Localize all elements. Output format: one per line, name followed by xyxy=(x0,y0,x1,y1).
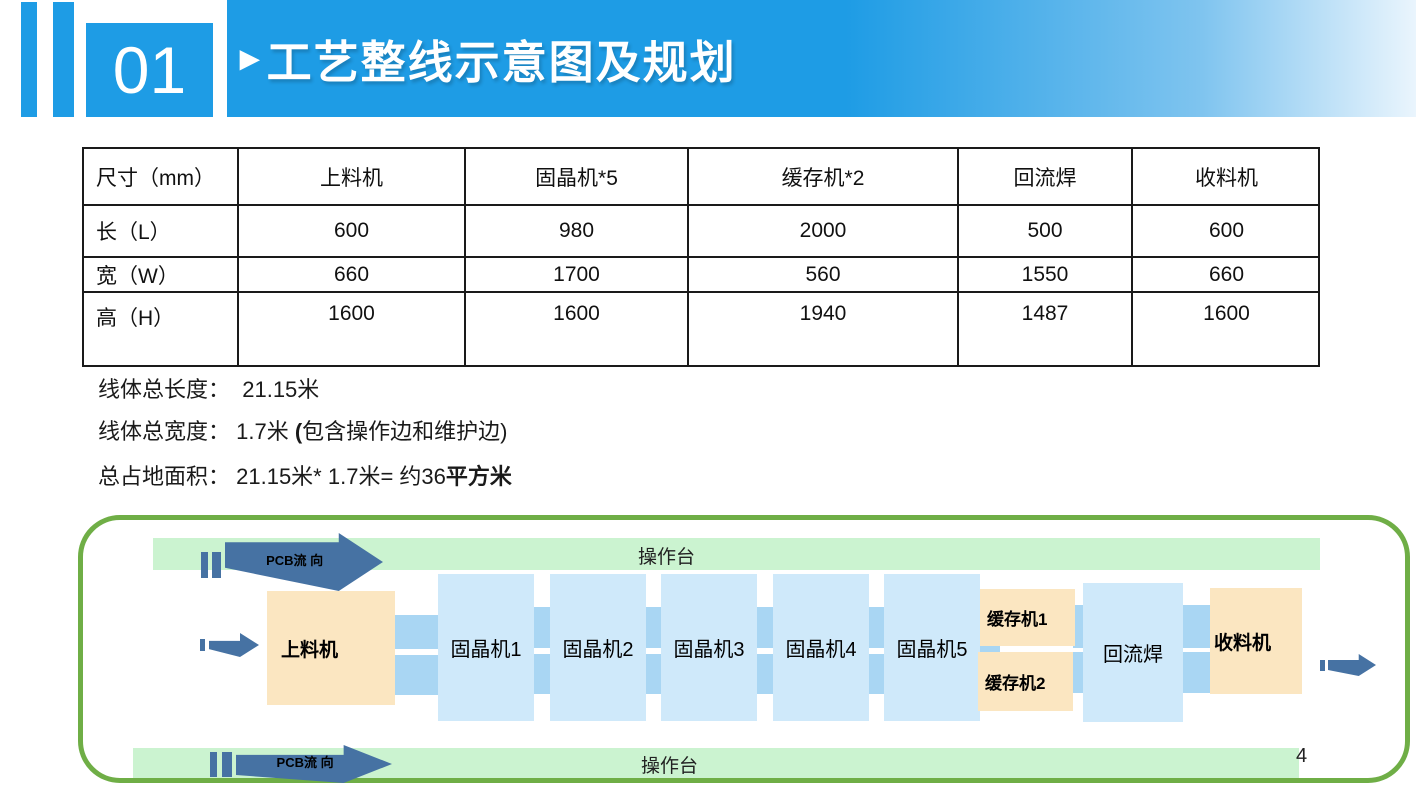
conveyor-connector xyxy=(869,607,884,648)
right-arrow-icon xyxy=(1328,654,1376,676)
table-header-cell: 尺寸（mm） xyxy=(84,149,239,206)
table-cell: 660 xyxy=(1133,258,1320,293)
conveyor-connector xyxy=(1183,652,1210,693)
table-row-label: 高（H） xyxy=(84,293,239,367)
dimensions-table: 尺寸（mm） 上料机 固晶机*5 缓存机*2 回流焊 收料机 长（L） 600 … xyxy=(82,147,1320,367)
header-accent-bar-2 xyxy=(53,2,74,117)
table-header-cell: 固晶机*5 xyxy=(466,149,689,206)
flow-bar-icon xyxy=(1320,659,1325,671)
conveyor-connector xyxy=(646,654,661,694)
machine-unloader: 收料机 xyxy=(1210,588,1302,694)
pcb-flow-arrow-top: PCB流 向 xyxy=(201,533,383,591)
machine-buffer-2: 缓存机2 xyxy=(978,652,1073,711)
line-layout-diagram: 操作台 操作台 PCB流 向 PCB流 向 xyxy=(78,515,1410,783)
title-arrow-icon: ► xyxy=(233,39,267,78)
pcb-flow-arrow-bottom: PCB流 向 xyxy=(210,745,392,783)
table-cell: 1600 xyxy=(466,293,689,367)
summary-line-total-width: 线体总宽度： 1.7米 (包含操作边和维护边) xyxy=(98,414,507,446)
table-cell: 1487 xyxy=(959,293,1133,367)
summary-value: 1.7米 xyxy=(230,419,295,444)
table-cell: 2000 xyxy=(689,206,959,258)
table-cell: 560 xyxy=(689,258,959,293)
flow-bar-icon xyxy=(222,751,232,777)
summary-label: 线体总宽度： xyxy=(98,419,231,444)
table-header-cell: 收料机 xyxy=(1133,149,1320,206)
header-banner: ► 工艺整线示意图及规划 xyxy=(227,0,1416,117)
conveyor-connector xyxy=(757,607,773,648)
machine-die-bonder-1: 固晶机1 xyxy=(438,574,534,721)
conveyor-connector xyxy=(869,654,884,694)
console-label-top: 操作台 xyxy=(638,547,696,568)
machine-die-bonder-5: 固晶机5 xyxy=(884,574,980,721)
machine-die-bonder-4: 固晶机4 xyxy=(773,574,869,721)
summary-line-total-area: 总占地面积： 21.15米* 1.7米= 约36平方米 xyxy=(98,459,512,491)
section-number: 01 xyxy=(112,33,187,107)
conveyor-connector xyxy=(395,615,438,649)
machine-reflow-oven: 回流焊 xyxy=(1083,583,1183,722)
conveyor-connector xyxy=(1183,605,1210,648)
machine-feeder: 上料机 xyxy=(267,591,395,705)
table-cell: 1550 xyxy=(959,258,1133,293)
conveyor-connector xyxy=(1073,652,1083,693)
flow-bar-icon xyxy=(212,551,221,578)
right-arrow-icon: PCB流 向 xyxy=(225,533,383,591)
header-accent-bar-1 xyxy=(21,2,37,117)
summary-note-paren: ( xyxy=(294,419,303,444)
table-cell: 1940 xyxy=(689,293,959,367)
console-label-bottom: 操作台 xyxy=(641,756,699,777)
table-row-label: 长（L） xyxy=(84,206,239,258)
table-cell: 1700 xyxy=(466,258,689,293)
conveyor-connector xyxy=(534,607,550,648)
line-entry-arrow xyxy=(200,633,259,657)
table-cell: 600 xyxy=(1133,206,1320,258)
pcb-flow-label: PCB流 向 xyxy=(266,553,324,569)
conveyor-connector xyxy=(534,654,550,694)
table-header-cell: 缓存机*2 xyxy=(689,149,959,206)
right-arrow-icon: PCB流 向 xyxy=(236,745,392,783)
summary-value-bold: 平方米 xyxy=(445,464,512,489)
table-cell: 980 xyxy=(466,206,689,258)
summary-note: 包含操作边和维护边) xyxy=(302,419,508,444)
machine-die-bonder-3: 固晶机3 xyxy=(661,574,757,721)
table-cell: 600 xyxy=(239,206,466,258)
table-cell: 500 xyxy=(959,206,1133,258)
table-cell: 660 xyxy=(239,258,466,293)
flow-bar-icon xyxy=(200,639,205,651)
table-header-cell: 回流焊 xyxy=(959,149,1133,206)
summary-label: 总占地面积： xyxy=(98,464,231,489)
page-number: 4 xyxy=(1296,745,1308,767)
page-title: 工艺整线示意图及规划 xyxy=(266,37,737,88)
table-cell: 1600 xyxy=(239,293,466,367)
summary-value: 21.15米 xyxy=(230,377,320,402)
pcb-flow-label: PCB流 向 xyxy=(276,755,334,771)
conveyor-connector xyxy=(395,655,438,695)
machine-buffer-1: 缓存机1 xyxy=(980,589,1075,646)
machine-die-bonder-2: 固晶机2 xyxy=(550,574,646,721)
conveyor-connector xyxy=(757,654,773,694)
table-header-cell: 上料机 xyxy=(239,149,466,206)
conveyor-connector xyxy=(1073,605,1083,648)
table-row-label: 宽（W） xyxy=(84,258,239,293)
right-arrow-icon xyxy=(209,633,259,657)
flow-bar-icon xyxy=(210,751,217,777)
summary-line-total-length: 线体总长度： 21.15米 xyxy=(98,372,319,404)
line-exit-arrow xyxy=(1320,654,1376,676)
summary-value: 21.15米* 1.7米= 约36 xyxy=(230,464,446,489)
conveyor-connector xyxy=(646,607,661,648)
section-number-box: 01 xyxy=(86,23,213,117)
summary-label: 线体总长度： xyxy=(98,377,231,402)
flow-bar-icon xyxy=(201,551,208,578)
table-cell: 1600 xyxy=(1203,302,1250,325)
